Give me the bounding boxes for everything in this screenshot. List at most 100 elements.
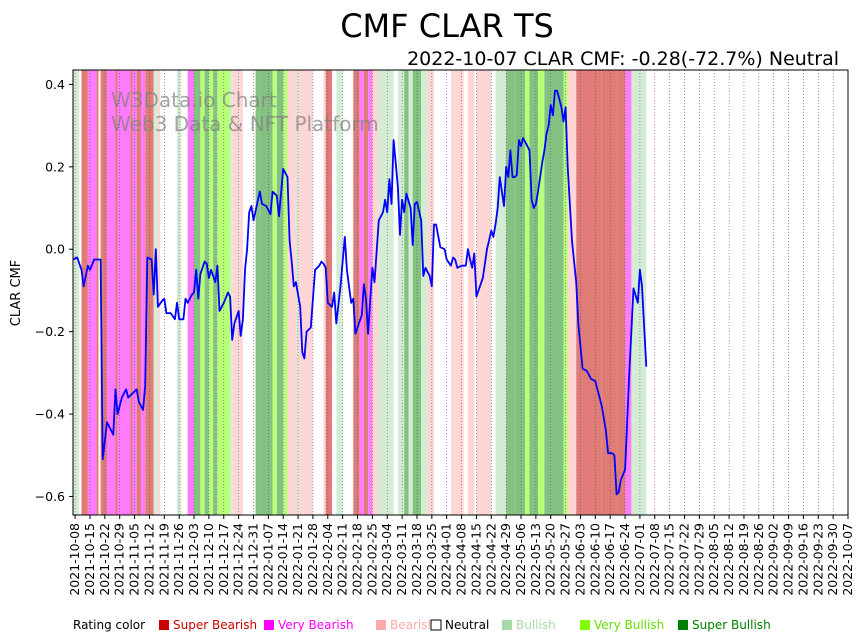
x-tick-label: 2022-06-24 [617,523,632,596]
x-tick-label: 2022-09-30 [825,523,840,596]
legend-title: Rating color [73,618,145,632]
rating-band [408,70,413,515]
x-tick-label: 2022-05-13 [528,523,543,596]
rating-band [200,70,205,515]
rating-band [495,70,507,515]
x-tick-label: 2022-01-21 [290,523,305,596]
x-tick-label: 2022-02-25 [364,523,379,596]
x-tick-label: 2022-06-03 [572,523,587,596]
rating-band [259,70,273,515]
rating-band [506,70,515,515]
rating-band [96,70,99,515]
x-tick-label: 2022-04-01 [439,523,454,596]
x-tick-label: 2022-04-29 [498,523,513,596]
rating-band [157,70,161,515]
legend-swatch [159,620,169,630]
x-tick-label: 2022-04-08 [454,523,469,596]
rating-band [106,70,116,515]
x-tick-label: 2022-07-15 [662,523,677,596]
x-tick-label: 2022-07-29 [691,523,706,596]
rating-band [287,70,296,515]
rating-band [359,70,364,515]
rating-band [325,70,333,515]
rating-band [81,70,88,515]
rating-band [476,70,492,515]
x-tick-label: 2022-07-01 [632,523,647,596]
x-tick-label: 2022-01-07 [260,523,275,596]
rating-band [421,70,428,515]
x-tick-label: 2021-12-10 [201,523,216,596]
x-tick-label: 2022-01-28 [305,523,320,596]
legend-swatch [430,619,442,631]
rating-band [213,70,218,515]
x-tick-label: 2022-09-02 [766,523,781,596]
rating-band [208,70,214,515]
y-axis: −0.6 −0.4 −0.2 0.0 0.2 0.4 [35,77,73,504]
rating-band [514,70,526,515]
rating-band [397,70,405,515]
series-line [72,89,648,496]
x-tick-label: 2021-11-19 [156,523,171,596]
x-tick-label: 2022-04-15 [468,523,483,596]
rating-band [100,70,107,515]
rating-band [187,70,195,515]
x-tick-label: 2022-08-26 [751,523,766,596]
rating-band [601,70,617,515]
x-tick-label: 2022-06-17 [602,523,617,596]
rating-band [230,70,233,515]
x-tick-label: 2022-08-12 [721,523,736,596]
x-tick-label: 2022-09-23 [810,523,825,596]
x-tick-label: 2022-10-07 [840,523,855,596]
x-tick-label: 2021-12-24 [231,523,246,596]
y-axis-label: CLAR CMF [9,260,24,326]
x-axis: 2021-10-08 2021-10-15 2021-10-22 2021-10-29… [67,515,855,596]
legend-swatch [502,620,512,630]
legend-label: Very Bullish [594,618,664,632]
x-tick-label: 2021-11-26 [171,523,186,596]
x-tick-label: 2022-03-18 [409,523,424,596]
rating-band [73,70,80,515]
y-tick-label: −0.6 [35,489,65,504]
x-tick-label: 2022-03-25 [424,523,439,596]
rating-band [554,70,564,515]
y-tick-label: 0.0 [45,242,65,257]
x-tick-label: 2021-10-08 [67,523,82,596]
x-tick-label: 2022-08-19 [736,523,751,596]
x-tick-label: 2021-12-17 [216,523,231,596]
rating-band [567,70,577,515]
x-tick-label: 2022-02-11 [335,523,350,596]
watermark-line-2: Web3 Data & NFT Platform [111,112,379,136]
x-tick-label: 2022-05-27 [558,523,573,596]
rating-band [115,70,118,515]
rating-band [363,70,369,515]
rating-band [276,70,284,515]
x-tick-label: 2022-02-04 [320,523,335,596]
rating-band [136,70,141,515]
x-tick-label: 2022-07-22 [677,523,692,596]
x-tick-label: 2021-11-05 [127,523,142,596]
rating-band [529,70,538,515]
x-tick-label: 2021-12-31 [245,523,260,596]
legend-label: Very Bearish [278,618,354,632]
legend-label: Bullish [516,618,556,632]
rating-band [323,70,326,515]
x-tick-label: 2022-06-10 [587,523,602,596]
x-tick-label: 2022-09-16 [795,523,810,596]
x-tick-label: 2022-03-04 [379,523,394,596]
y-tick-label: 0.2 [45,159,65,174]
rating-band [544,70,555,515]
rating-band [616,70,626,515]
x-tick-label: 2022-04-22 [483,523,498,596]
vertical-grid [74,70,849,515]
y-tick-label: −0.2 [35,324,65,339]
x-tick-label: 2022-02-18 [350,523,365,596]
rating-band [140,70,146,515]
rating-bands [73,70,647,515]
chart-subtitle: 2022-10-07 CLAR CMF: -0.28(-72.7%) Neutr… [407,48,839,70]
x-tick-label: 2022-01-14 [275,523,290,596]
rating-band [204,70,209,515]
x-tick-label: 2022-08-05 [706,523,721,596]
rating-band [298,70,313,515]
rating-band [625,70,632,515]
